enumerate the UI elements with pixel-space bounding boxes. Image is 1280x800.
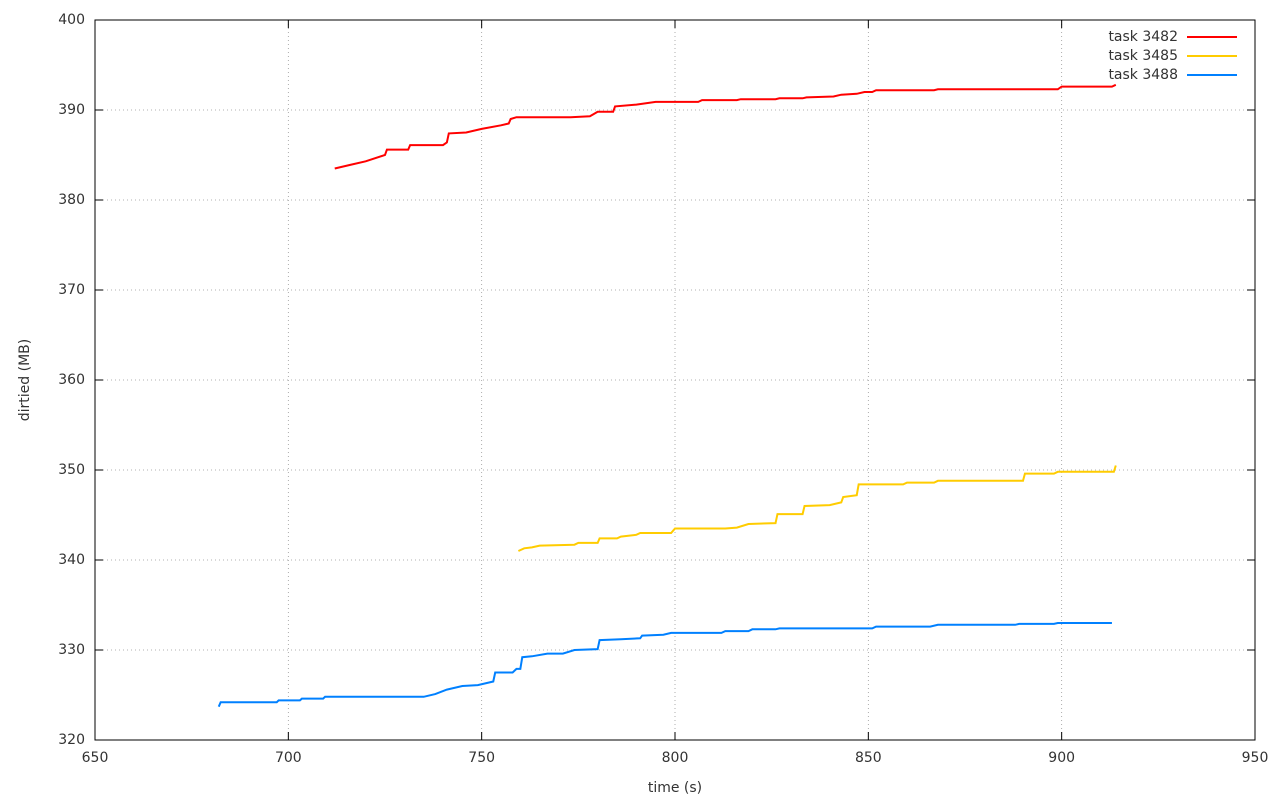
plot-frame (94, 19, 1256, 741)
legend-label: task 3485 (1108, 48, 1178, 64)
legend-label: task 3482 (1108, 29, 1178, 45)
y-tick-label: 400 (58, 12, 85, 28)
y-tick-label: 370 (58, 282, 85, 298)
x-tick-label: 650 (82, 750, 109, 766)
y-axis-label: dirtied (MB) (17, 339, 33, 421)
series-line (217, 622, 1112, 708)
y-tick-label: 390 (58, 102, 85, 118)
x-tick-label: 950 (1242, 750, 1269, 766)
x-axis-label: time (s) (648, 780, 702, 796)
series-line (517, 465, 1117, 552)
x-tick-label: 750 (468, 750, 495, 766)
x-tick-label: 800 (662, 750, 689, 766)
y-tick-label: 340 (58, 552, 85, 568)
y-tick-label: 330 (58, 642, 85, 658)
x-tick-label: 700 (275, 750, 302, 766)
y-tick-label: 380 (58, 192, 85, 208)
legend-label: task 3488 (1108, 67, 1178, 83)
series-line (334, 83, 1117, 170)
y-tick-label: 320 (58, 732, 85, 748)
x-tick-label: 900 (1048, 750, 1075, 766)
x-tick-label: 850 (855, 750, 882, 766)
y-tick-label: 360 (58, 372, 85, 388)
y-tick-label: 350 (58, 462, 85, 478)
